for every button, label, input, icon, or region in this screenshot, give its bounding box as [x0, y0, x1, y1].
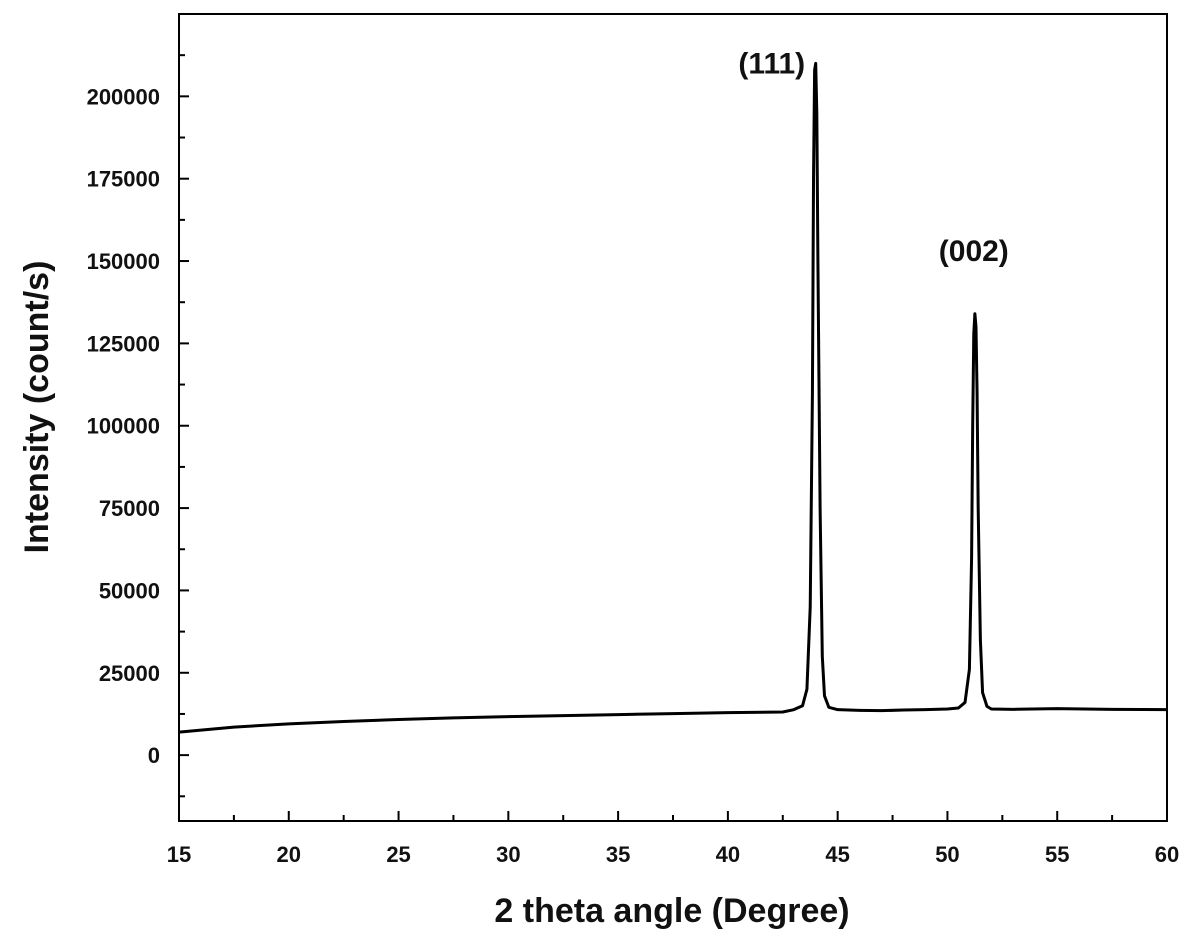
plot-frame — [178, 13, 1168, 822]
x-axis-title: 2 theta angle (Degree) — [494, 892, 849, 930]
x-tick-label: 40 — [716, 842, 740, 867]
plot-area — [178, 13, 1168, 822]
x-tick-label: 25 — [386, 842, 410, 867]
x-tick-label: 30 — [496, 842, 520, 867]
peak-label: (111) — [738, 47, 805, 80]
y-tick-label: 25000 — [99, 661, 160, 686]
y-tick-label: 50000 — [99, 578, 160, 603]
x-tick-label: 45 — [825, 842, 849, 867]
y-tick-label: 125000 — [87, 331, 160, 356]
peak-label: (002) — [939, 235, 1009, 268]
y-tick-label: 0 — [148, 743, 160, 768]
y-tick-label: 100000 — [87, 414, 160, 439]
y-tick-label: 75000 — [99, 496, 160, 521]
x-tick-label: 50 — [935, 842, 959, 867]
series-line-0 — [178, 61, 1168, 734]
y-tick-label: 150000 — [87, 249, 160, 274]
y-tick-label: 200000 — [87, 84, 160, 109]
y-axis-title: Intensity (count/s) — [18, 261, 56, 554]
x-tick-label: 60 — [1155, 842, 1179, 867]
peak-annotations: (111) (002) — [738, 47, 1008, 268]
y-tick-label: 175000 — [87, 167, 160, 192]
x-tick-label: 55 — [1045, 842, 1069, 867]
axis-ticks — [178, 54, 1168, 821]
x-tick-label: 20 — [277, 842, 301, 867]
x-tick-label: 35 — [606, 842, 630, 867]
tick-labels: 15 20 25 30 35 40 45 50 55 60 0 25000 50000 75000 1000… — [87, 84, 1180, 867]
x-tick-label: 15 — [167, 842, 191, 867]
